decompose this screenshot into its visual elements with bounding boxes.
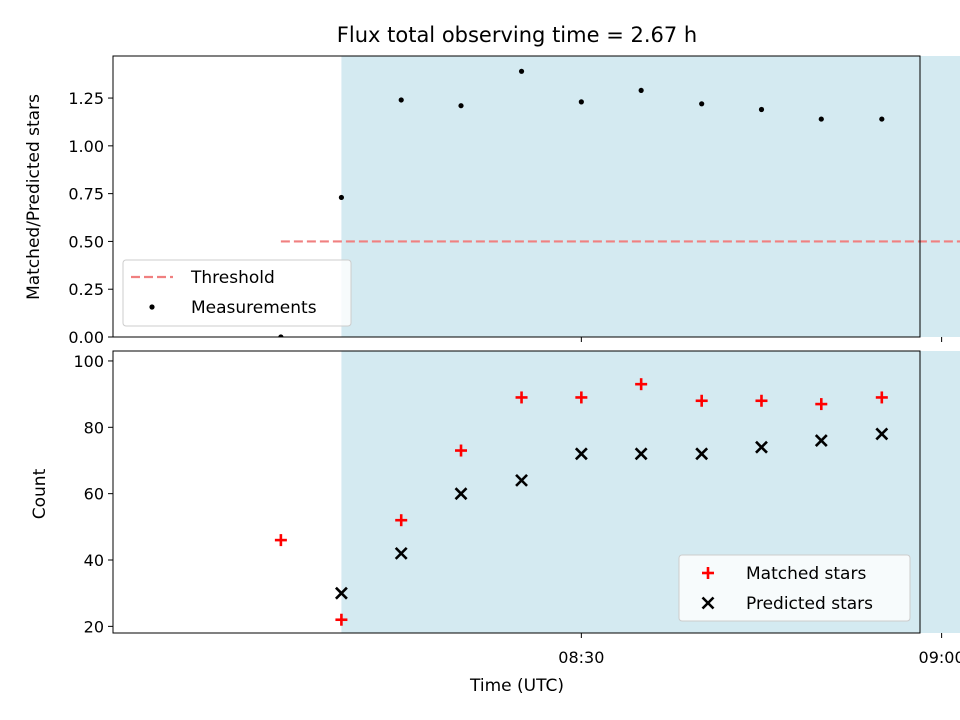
predicted-star-point — [814, 434, 828, 447]
legend-predicted-swatch — [701, 596, 715, 610]
matched-star-point — [274, 534, 287, 547]
matched-star-point — [335, 613, 348, 626]
matched-star-point — [755, 394, 768, 407]
measurement-point — [518, 68, 525, 74]
bottom-legend-box — [678, 554, 911, 622]
matched-star-point — [575, 391, 588, 404]
predicted-star-point — [394, 546, 408, 560]
observing-window-top — [341, 56, 960, 337]
matched-star-point — [875, 391, 888, 404]
top-y-tick-label: 1.00 — [68, 137, 104, 156]
matched-star-point — [515, 391, 528, 404]
measurement-point — [879, 116, 885, 122]
predicted-star-point — [334, 586, 348, 600]
measurement-point — [458, 103, 464, 109]
measurement-points — [278, 68, 885, 337]
bottom-y-tick-label: 100 — [73, 352, 104, 371]
top-y-tick-label: 1.25 — [68, 89, 104, 108]
measurement-point — [398, 97, 404, 103]
legend-measurements-swatch — [149, 304, 155, 310]
predicted-star-point — [755, 440, 768, 454]
matched-star-point — [695, 394, 708, 407]
bottom-y-tick-label: 60 — [84, 485, 104, 504]
bottom-legend: Matched stars Predicted stars — [678, 554, 911, 622]
chart-title: Flux total observing time = 2.67 h — [337, 23, 697, 47]
top-y-tick-label: 0.75 — [68, 185, 104, 204]
legend-measurements-label: Measurements — [191, 298, 317, 318]
legend-threshold-label: Threshold — [190, 268, 275, 288]
predicted-star-point — [695, 447, 709, 461]
top-legend-box — [122, 259, 352, 327]
top-legend: Threshold Measurements — [122, 259, 352, 327]
predicted-stars-series — [334, 427, 889, 600]
bottom-y-tick-label: 80 — [84, 418, 104, 437]
x-axis-label: Time (UTC) — [469, 676, 564, 696]
top-axes-frame — [112, 55, 921, 338]
top-y-tick-label: 0.50 — [68, 232, 104, 251]
predicted-star-point — [634, 447, 648, 461]
x-tick-label: 08:30 — [558, 648, 604, 667]
predicted-star-point — [574, 447, 588, 461]
matched-star-point — [815, 398, 828, 411]
matched-star-point — [635, 378, 648, 391]
bottom-y-tick-label: 20 — [84, 617, 104, 636]
measurement-point — [578, 99, 584, 105]
bottom-y-tick-label: 40 — [84, 551, 104, 570]
measurement-point — [818, 116, 824, 122]
matched-stars-series — [274, 378, 888, 626]
measurement-point — [338, 194, 345, 201]
legend-predicted-label: Predicted stars — [746, 594, 873, 614]
measurement-point — [699, 101, 705, 107]
predicted-star-point — [454, 487, 468, 501]
measurement-point — [638, 87, 644, 94]
legend-matched-swatch — [702, 567, 714, 579]
ratio-panel: 0.00 0.25 0.50 0.75 1.00 1.25 Threshold Measure… — [68, 55, 960, 347]
bottom-y-axis-label: Count — [30, 468, 50, 519]
predicted-star-point — [515, 473, 528, 487]
top-y-axis-label: Matched/Predicted stars — [24, 94, 44, 300]
predicted-star-point — [875, 427, 889, 441]
top-y-tick-label: 0.00 — [68, 328, 104, 347]
top-y-tick-label: 0.25 — [68, 280, 104, 299]
measurement-point — [758, 106, 765, 113]
legend-matched-label: Matched stars — [746, 564, 866, 584]
count-panel: 2040608010008:3009:0009:3010:0010:3011:0… — [73, 350, 960, 667]
matched-star-point — [455, 444, 468, 457]
x-tick-label: 09:00 — [919, 648, 960, 667]
measurement-point — [278, 334, 284, 337]
bottom-axes-frame — [112, 350, 921, 634]
matched-star-point — [395, 514, 408, 527]
